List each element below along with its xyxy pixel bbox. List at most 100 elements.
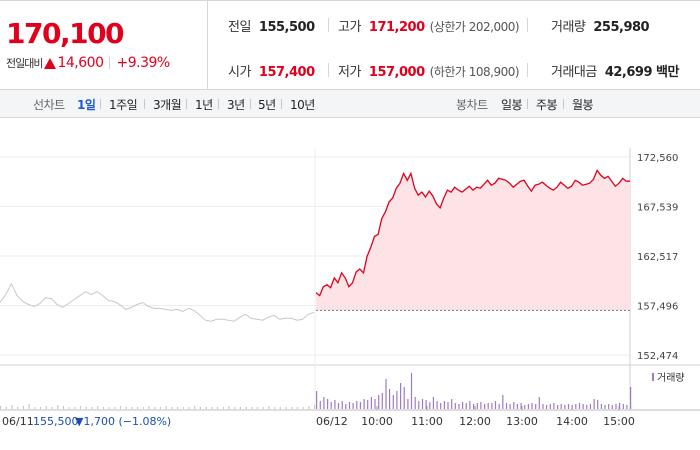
volume-bar	[125, 407, 127, 409]
volume-bar	[589, 404, 591, 409]
volume-bar	[314, 405, 316, 409]
volume-bar	[418, 401, 420, 409]
volume-bar	[22, 406, 24, 409]
tab-1day[interactable]: 1일	[77, 98, 96, 112]
volume-bar	[458, 404, 460, 409]
volume-bar	[182, 407, 184, 409]
volume-bar	[447, 402, 449, 409]
volume-bar	[154, 407, 156, 409]
volume-bar	[285, 407, 287, 409]
volume-bar	[374, 399, 376, 409]
change-value: 14,600	[57, 55, 104, 71]
up-triangle-icon	[44, 57, 57, 69]
stat-note: (하한가 108,900)	[429, 65, 520, 79]
y-tick-label: 172,560	[637, 153, 678, 164]
price-box: 170,100 전일대비 14,600 +9.39%	[0, 1, 208, 89]
volume-bar	[323, 397, 325, 409]
x-tick-label: 13:00	[506, 415, 538, 428]
stat-label: 시가	[228, 65, 251, 80]
stat-note: (상한가 202,000)	[429, 20, 520, 34]
volume-bar	[557, 405, 559, 409]
volume-bar	[363, 399, 365, 409]
volume-bar	[17, 407, 19, 409]
tab-3year[interactable]: 3년	[227, 98, 245, 112]
x-tick-label: 10:00	[361, 415, 393, 428]
price-chart: 172,560 167,539 162,517 157,496 152,474 10:0…	[0, 118, 700, 450]
stat-label: 저가	[338, 65, 361, 80]
volume-bar	[385, 379, 387, 409]
volume-bar	[74, 407, 76, 409]
volume-bar	[268, 406, 270, 409]
volume-bar	[296, 407, 299, 409]
divider	[281, 99, 282, 109]
volume-bar	[560, 404, 562, 409]
volume-bar	[535, 404, 537, 409]
volume-bar	[319, 401, 321, 409]
tab-weekly-candle[interactable]: 주봉	[536, 98, 558, 112]
volume-bar	[159, 407, 162, 409]
tab-5year[interactable]: 5년	[258, 98, 276, 112]
tab-3month[interactable]: 3개월	[153, 98, 182, 112]
volume-bar	[345, 404, 347, 409]
volume-bar	[436, 401, 438, 409]
y-tick-label: 162,517	[637, 252, 678, 263]
x-tick-label: 11:00	[411, 415, 443, 428]
volume-bar	[407, 399, 409, 409]
volume-bar	[608, 404, 610, 409]
volume-bar	[337, 403, 340, 409]
tab-1year[interactable]: 1년	[195, 98, 213, 112]
volume-bar	[352, 403, 354, 409]
volume-bar	[484, 404, 486, 409]
volume-bar	[5, 407, 7, 409]
stat-prev-close: 전일 155,500	[228, 16, 315, 35]
change-label: 전일대비	[6, 57, 43, 70]
stat-value: 171,200	[368, 20, 425, 35]
divider	[328, 63, 329, 77]
volume-bar	[546, 405, 548, 409]
volume-bar	[239, 407, 241, 409]
volume-bar	[356, 401, 358, 409]
volume-bar	[487, 403, 489, 409]
today-fill-area	[316, 170, 630, 311]
stats-panel: 전일 155,500 고가 171,200 (상한가 202,000) 거래량 …	[209, 1, 700, 89]
divider	[563, 99, 564, 109]
volume-legend-label: 거래량	[657, 372, 685, 384]
volume-bar	[564, 405, 566, 409]
change-percent: +9.39%	[116, 55, 170, 71]
today-date: 06/12	[316, 415, 348, 428]
volume-bar	[302, 407, 304, 409]
volume-bar	[567, 404, 570, 409]
volume-bar	[119, 406, 122, 409]
volume-bar	[45, 406, 47, 409]
volume-bar	[527, 404, 529, 409]
tab-monthly-candle[interactable]: 월봉	[572, 98, 594, 112]
stat-open: 시가 157,400	[228, 61, 315, 80]
stat-value: 42,699 백만	[604, 65, 680, 80]
today-price-line	[315, 169, 630, 297]
volume-bar	[370, 397, 372, 409]
stat-high: 고가 171,200 (상한가 202,000)	[338, 16, 520, 35]
candle-chart-title: 봉차트	[456, 98, 488, 112]
volume-bar	[177, 407, 179, 409]
tab-daily-candle[interactable]: 일봉	[501, 98, 523, 112]
current-price: 170,100	[6, 17, 125, 50]
volume-bar	[389, 389, 391, 409]
volume-bar	[400, 383, 402, 409]
volume-bar	[392, 395, 394, 409]
stat-label: 거래량	[551, 20, 586, 35]
volume-bar	[582, 404, 584, 409]
volume-bar	[513, 402, 515, 409]
volume-bar	[62, 406, 64, 409]
volume-bar	[396, 391, 398, 409]
tab-10year[interactable]: 10년	[290, 98, 315, 112]
volume-bar	[211, 407, 213, 409]
volume-bar	[443, 401, 445, 409]
x-axis-labels: 10:00 11:00 12:00 13:00 14:00 15:00	[361, 406, 635, 428]
volume-bar	[279, 407, 281, 409]
tab-1week[interactable]: 1주일	[109, 98, 138, 112]
volume-bar	[432, 397, 434, 409]
volume-bar	[480, 402, 482, 409]
volume-bar	[454, 403, 456, 409]
volume-bar	[245, 407, 247, 409]
volume-bar	[0, 406, 2, 409]
